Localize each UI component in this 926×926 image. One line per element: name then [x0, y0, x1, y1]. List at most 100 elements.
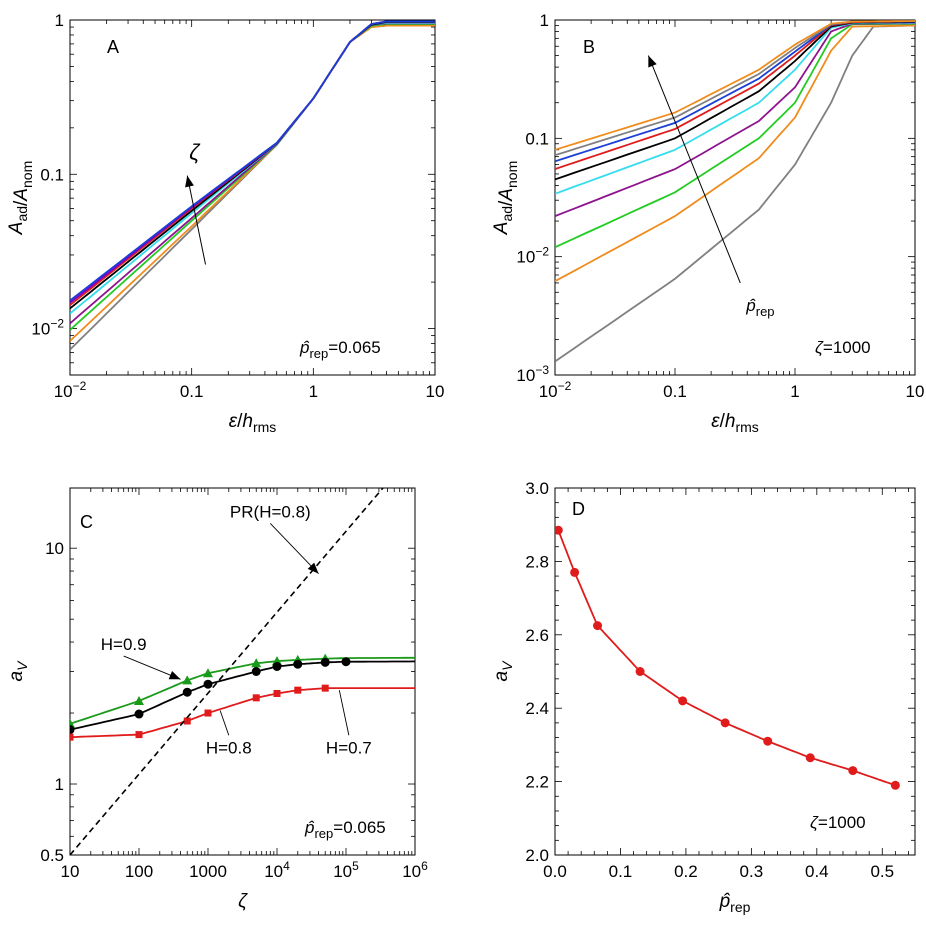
x-tick-label: 106	[402, 859, 428, 881]
x-tick-label: 10−2	[539, 379, 572, 401]
data-point	[251, 667, 261, 676]
x-tick-label: 0.2	[674, 862, 698, 881]
data-point	[272, 662, 282, 672]
x-tick-label: 10	[906, 382, 925, 401]
series-line	[70, 20, 435, 302]
tick-marks	[69, 488, 416, 856]
data-point	[720, 718, 730, 728]
panel-b: 10−2 0.1 1 1010−310−20.11Bζ=1000ε/hrmsAad/A…	[491, 11, 924, 435]
x-tick-label: 1	[790, 382, 799, 401]
data-point	[135, 731, 143, 739]
x-tick-label: 10−2	[54, 379, 87, 401]
panel-letter: B	[583, 37, 595, 57]
y-tick-label: 10−2	[516, 245, 549, 267]
x-axis-label: p̂rep	[719, 891, 751, 915]
panel-d: 0.0 0.1 0.2 0.3 0.4 0.5 2.0 2.2 2.4 2.6 2.8 3.0 Dζ=1…	[491, 479, 916, 915]
y-tick-label: 2.8	[525, 552, 549, 571]
data-point	[134, 709, 144, 719]
y-tick-label: 1	[55, 11, 64, 30]
series-line	[555, 24, 915, 282]
arrow-head	[185, 175, 194, 188]
y-tick-label: 1	[540, 11, 549, 30]
series-line	[70, 687, 415, 739]
y-tick-label: 2.2	[525, 773, 549, 792]
series-line	[70, 488, 385, 855]
series-line	[70, 22, 435, 325]
data-point	[890, 780, 900, 790]
series-group	[555, 20, 915, 363]
data-point	[320, 657, 330, 667]
series-group	[70, 488, 415, 855]
pointer-head	[168, 670, 181, 680]
x-axis-label: ε/hrms	[229, 411, 277, 435]
data-point	[848, 766, 858, 776]
label-pointer	[338, 690, 350, 736]
label-pointer	[269, 523, 319, 574]
data-point	[294, 686, 302, 694]
data-point	[251, 658, 262, 668]
plot-frame	[69, 487, 416, 856]
panel-a: 10−2 0.1 1 10 10−2 0.1 1 Ap̂rep=0.065 ε/hrms Aad/…	[6, 11, 444, 435]
y-tick-label: 10	[45, 539, 64, 558]
param-annotation: ζ=1000	[810, 813, 866, 832]
y-tick-label: 0.5	[40, 846, 64, 865]
x-tick-label: 0.1	[609, 862, 633, 881]
series-label: H=0.7	[326, 738, 372, 757]
arrow-label: p̂rep	[745, 296, 774, 319]
data-point	[204, 709, 212, 717]
series-line	[555, 21, 915, 181]
plot-frame	[554, 19, 916, 376]
x-tick-label: 10	[426, 382, 445, 401]
trend-arrow	[186, 175, 207, 265]
data-point	[252, 694, 260, 702]
series-line	[70, 20, 435, 304]
tick-marks	[69, 19, 436, 376]
data-point	[570, 567, 580, 577]
param-annotation: p̂rep=0.065	[304, 818, 386, 841]
label-pointer	[219, 710, 230, 736]
series-line	[70, 23, 435, 331]
x-tick-label: 1000	[189, 862, 227, 881]
y-axis-label: aV	[491, 660, 515, 682]
y-tick-label: 1	[55, 775, 64, 794]
data-point	[203, 668, 213, 678]
pointer-head	[307, 562, 319, 574]
x-tick-label: 10	[61, 862, 80, 881]
trend-arrow	[647, 55, 741, 284]
panel-letter: C	[80, 512, 93, 532]
series-label: PR(H=0.8)	[230, 502, 311, 521]
param-annotation: ζ=1000	[815, 338, 871, 357]
series-line	[70, 660, 415, 731]
x-tick-label: 100	[125, 862, 153, 881]
panel-letter: D	[572, 499, 585, 519]
data-point	[182, 687, 192, 697]
data-point	[182, 675, 193, 685]
data-point	[203, 679, 213, 689]
x-tick-label: 0.5	[870, 862, 894, 881]
x-tick-label: 1	[309, 382, 318, 401]
data-point	[805, 753, 815, 763]
y-tick-label: 10−2	[31, 317, 64, 339]
series-group	[555, 525, 900, 790]
series-line	[70, 24, 435, 342]
panel-c: 10 100 1000 104 105 106 0.5 1 10 Cp̂rep=0.065 ζ aV P…	[6, 487, 428, 912]
series-line	[557, 529, 896, 787]
x-tick-label: 0.0	[543, 862, 567, 881]
x-tick-label: 0.4	[805, 862, 829, 881]
data-point	[134, 695, 144, 705]
data-point	[293, 659, 303, 669]
data-point	[555, 525, 563, 535]
series-line	[70, 656, 415, 725]
series-label: H=0.9	[101, 635, 147, 654]
y-tick-label: 0.1	[525, 129, 549, 148]
y-tick-label: 2.4	[525, 699, 549, 718]
x-tick-label: 105	[333, 859, 359, 881]
series-line	[70, 24, 435, 351]
y-axis-label: Aad/Anom	[491, 161, 520, 235]
data-point	[763, 736, 773, 746]
y-axis-label: aV	[6, 660, 30, 682]
data-point	[593, 621, 603, 631]
x-tick-label: 0.1	[663, 382, 687, 401]
series-line	[555, 21, 915, 195]
series-line	[555, 22, 915, 217]
